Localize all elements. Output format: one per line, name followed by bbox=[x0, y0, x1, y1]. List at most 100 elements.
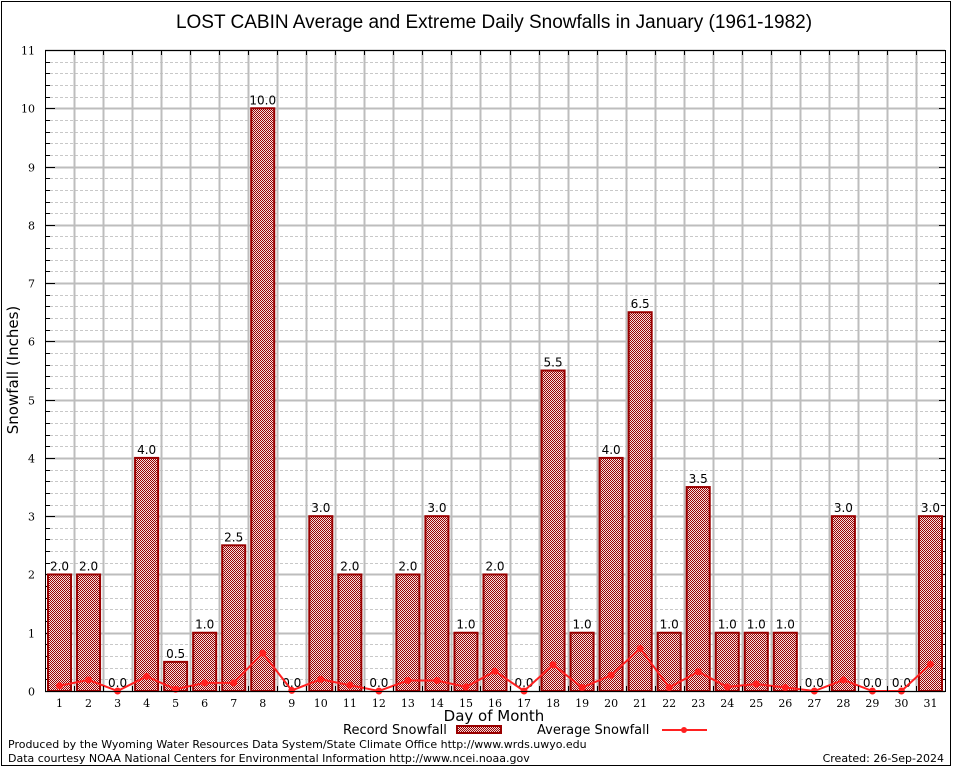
bar-record-day-23 bbox=[685, 486, 711, 692]
x-tick-label: 29 bbox=[865, 697, 879, 710]
x-tick-label: 2 bbox=[85, 697, 92, 710]
x-tick-label: 18 bbox=[546, 697, 560, 710]
y-tick-label: 1 bbox=[28, 628, 35, 641]
bar-label-day-24: 1.0 bbox=[718, 618, 737, 632]
bar-label-day-9: 0.0 bbox=[282, 676, 301, 690]
average-point-day-26 bbox=[781, 684, 789, 692]
bar-label-day-6: 1.0 bbox=[195, 618, 214, 632]
bar-label-day-5: 0.5 bbox=[166, 647, 185, 661]
y-axis-label: Snowfall (Inches) bbox=[4, 306, 22, 434]
x-tick-label: 28 bbox=[836, 697, 850, 710]
legend-swatch-record bbox=[456, 725, 502, 734]
bar-label-day-22: 1.0 bbox=[660, 618, 679, 632]
y-tick-label: 3 bbox=[28, 511, 35, 524]
bar-label-day-19: 1.0 bbox=[573, 618, 592, 632]
y-tick-label: 0 bbox=[28, 686, 35, 699]
average-point-day-25 bbox=[752, 680, 760, 688]
bar-label-day-4: 4.0 bbox=[137, 443, 156, 457]
x-tick-label: 9 bbox=[288, 697, 295, 710]
x-tick-label: 6 bbox=[201, 697, 208, 710]
bar-label-day-12: 0.0 bbox=[369, 676, 388, 690]
bar-label-day-23: 3.5 bbox=[689, 472, 708, 486]
average-point-day-31 bbox=[926, 660, 934, 668]
bar-label-day-15: 1.0 bbox=[456, 618, 475, 632]
average-point-day-8 bbox=[259, 649, 267, 657]
bar-record-day-7 bbox=[221, 544, 247, 692]
x-tick-label: 10 bbox=[314, 697, 328, 710]
average-point-day-7 bbox=[230, 679, 238, 687]
bar-record-day-11 bbox=[337, 573, 363, 692]
average-point-day-4 bbox=[143, 672, 151, 680]
bars bbox=[47, 107, 943, 693]
average-point-day-15 bbox=[462, 683, 470, 691]
bar-label-day-2: 2.0 bbox=[79, 559, 98, 573]
bar-record-day-8 bbox=[250, 107, 276, 693]
average-point-day-14 bbox=[433, 677, 441, 685]
x-tick-label: 25 bbox=[749, 697, 763, 710]
bar-label-day-1: 2.0 bbox=[50, 559, 69, 573]
bar-label-day-31: 3.0 bbox=[921, 501, 940, 515]
bar-label-day-11: 2.0 bbox=[340, 559, 359, 573]
average-point-day-1 bbox=[56, 682, 64, 690]
legend-label-average: Average Snowfall bbox=[537, 723, 649, 738]
bar-label-day-27: 0.0 bbox=[805, 676, 824, 690]
bar-record-day-21 bbox=[627, 311, 653, 692]
bar-record-day-20 bbox=[598, 456, 624, 692]
x-tick-label: 1 bbox=[56, 697, 63, 710]
bar-record-day-28 bbox=[830, 515, 856, 692]
bar-record-day-13 bbox=[395, 573, 421, 692]
y-tick-label: 4 bbox=[28, 453, 35, 466]
y-tick-label: 7 bbox=[28, 278, 35, 291]
x-tick-label: 22 bbox=[662, 697, 676, 710]
bar-record-day-2 bbox=[76, 573, 102, 692]
bar-label-day-28: 3.0 bbox=[834, 501, 853, 515]
bar-record-day-1 bbox=[47, 573, 73, 692]
x-tick-label: 4 bbox=[143, 697, 150, 710]
bar-label-day-29: 0.0 bbox=[863, 676, 882, 690]
average-point-day-2 bbox=[85, 676, 93, 684]
x-tick-label: 20 bbox=[604, 697, 618, 710]
average-point-day-24 bbox=[723, 683, 731, 691]
x-axis: 1 2 3 4 5 6 7 8 9 10 11 12 13 14 15 16 17 18 19 20 21 22 23 24 2… bbox=[56, 50, 937, 710]
x-tick-label: 23 bbox=[691, 697, 705, 710]
bar-record-day-18 bbox=[540, 369, 566, 692]
x-tick-label: 5 bbox=[172, 697, 179, 710]
x-tick-label: 30 bbox=[894, 697, 908, 710]
average-point-day-9 bbox=[288, 686, 296, 694]
bar-label-day-18: 5.5 bbox=[544, 356, 563, 370]
x-tick-label: 16 bbox=[488, 697, 502, 710]
x-tick-label: 27 bbox=[807, 697, 821, 710]
average-point-day-22 bbox=[665, 684, 673, 692]
y-tick-label: 8 bbox=[28, 220, 35, 233]
y-tick-label: 2 bbox=[28, 569, 35, 582]
average-point-day-23 bbox=[694, 668, 702, 676]
average-point-day-21 bbox=[636, 644, 644, 652]
x-tick-label: 17 bbox=[517, 697, 531, 710]
average-point-day-20 bbox=[607, 671, 615, 679]
x-tick-label: 3 bbox=[114, 697, 121, 710]
bar-label-day-10: 3.0 bbox=[311, 501, 330, 515]
x-tick-label: 26 bbox=[778, 697, 792, 710]
average-point-day-11 bbox=[346, 681, 354, 689]
plot-border bbox=[45, 50, 946, 692]
x-tick-label: 31 bbox=[923, 697, 937, 710]
x-axis-label: Day of Month bbox=[444, 707, 545, 725]
x-tick-label: 15 bbox=[459, 697, 473, 710]
bar-label-day-21: 6.5 bbox=[631, 297, 650, 311]
bar-label-day-16: 2.0 bbox=[485, 559, 504, 573]
y-tick-label: 11 bbox=[21, 45, 35, 58]
average-point-day-6 bbox=[201, 679, 209, 687]
average-point-day-16 bbox=[491, 667, 499, 675]
footer-created-date: Created: 26-Sep-2024 bbox=[823, 752, 944, 765]
average-point-day-19 bbox=[578, 684, 586, 692]
x-tick-label: 8 bbox=[259, 697, 266, 710]
x-tick-label: 14 bbox=[430, 697, 444, 710]
bar-label-day-25: 1.0 bbox=[747, 618, 766, 632]
x-tick-label: 7 bbox=[230, 697, 237, 710]
legend: Record Snowfall Average Snowfall bbox=[343, 723, 707, 738]
y-tick-label: 5 bbox=[28, 395, 35, 408]
y-tick-label: 10 bbox=[21, 103, 35, 116]
average-point-day-10 bbox=[317, 675, 325, 683]
bar-record-day-14 bbox=[424, 515, 450, 692]
